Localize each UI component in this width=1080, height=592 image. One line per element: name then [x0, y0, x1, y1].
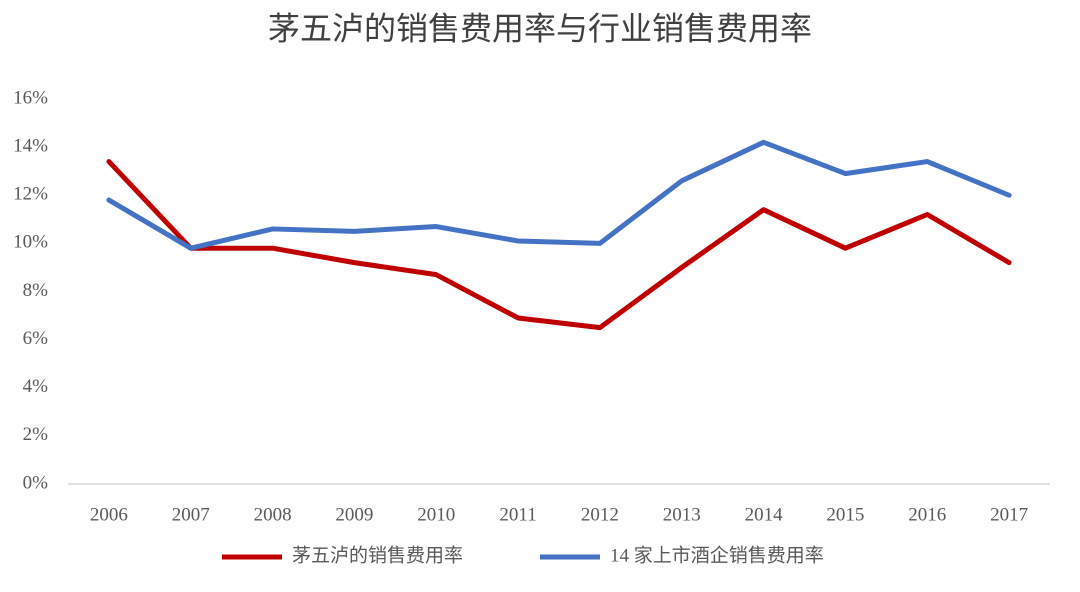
- y-tick-label: 16%: [13, 87, 48, 108]
- x-tick-label: 2013: [663, 504, 701, 525]
- x-tick-label: 2015: [826, 504, 864, 525]
- y-tick-label: 10%: [13, 232, 48, 253]
- legend-label: 14 家上市酒企销售费用率: [610, 544, 824, 566]
- x-tick-label: 2017: [990, 504, 1028, 525]
- x-tick-label: 2009: [335, 504, 373, 525]
- x-tick-label: 2006: [90, 504, 128, 525]
- y-tick-label: 14%: [13, 135, 48, 156]
- y-tick-label: 4%: [23, 376, 49, 397]
- series-line: [106, 159, 1012, 331]
- y-tick-label: 2%: [23, 424, 49, 445]
- series-line: [106, 139, 1012, 251]
- legend-label: 茅五泸的销售费用率: [292, 544, 463, 566]
- x-tick-label: 2012: [581, 504, 619, 525]
- x-tick-label: 2011: [499, 504, 536, 525]
- y-tick-label: 6%: [23, 328, 49, 349]
- x-tick-label: 2014: [745, 504, 784, 525]
- chart-title: 茅五泸的销售费用率与行业销售费用率: [268, 10, 812, 46]
- x-tick-label: 2016: [908, 504, 946, 525]
- x-tick-label: 2007: [172, 504, 210, 525]
- y-tick-label: 12%: [13, 184, 48, 205]
- y-tick-label: 0%: [23, 472, 49, 493]
- x-tick-label: 2008: [254, 504, 292, 525]
- x-tick-label: 2010: [417, 504, 455, 525]
- y-tick-label: 8%: [23, 280, 49, 301]
